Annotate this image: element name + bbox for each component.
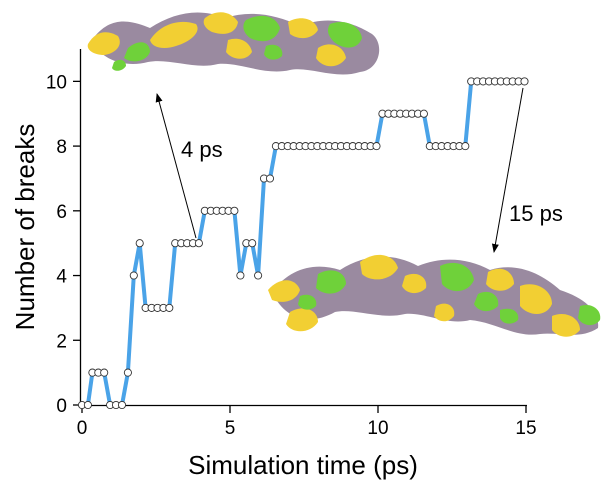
data-point [254, 271, 263, 280]
data-point [461, 142, 470, 151]
y-tick-label: 8 [56, 137, 67, 158]
y-tick-label: 10 [46, 72, 67, 93]
y-tick-label: 6 [56, 202, 67, 223]
data-point [265, 174, 275, 183]
annotation-label-4ps: 4 ps [181, 137, 223, 162]
data-point [419, 109, 428, 118]
data-point [165, 303, 174, 312]
data-point [83, 400, 92, 410]
x-tick-label: 10 [367, 418, 388, 439]
data-point [230, 206, 239, 215]
annotation-15ps: 15 ps [491, 87, 563, 253]
data-point [372, 142, 381, 151]
x-axis-title: Simulation time (ps) [188, 450, 418, 480]
annotation-4ps: 4 ps [155, 93, 223, 239]
data-point [135, 239, 144, 248]
data-point [123, 368, 132, 377]
structure-snapshot-4ps [87, 12, 380, 75]
annotation-arrow-15ps [491, 87, 524, 253]
y-axis-title: Number of breaks [10, 124, 40, 331]
y-tick-label: 2 [56, 331, 67, 352]
y-ticks: 0 2 4 6 8 10 [46, 72, 81, 417]
data-point [117, 400, 127, 410]
structure-snapshot-15ps [268, 254, 601, 337]
series-group [77, 77, 529, 410]
data-point [129, 271, 138, 280]
data-point [194, 239, 203, 248]
data-point [100, 368, 109, 377]
annotation-label-15ps: 15 ps [509, 201, 563, 226]
x-ticks: 0 5 10 15 [77, 405, 537, 439]
data-point [520, 77, 529, 86]
series-line [80, 79, 527, 407]
x-tick-label: 0 [77, 418, 88, 439]
y-tick-label: 4 [56, 267, 67, 288]
x-tick-label: 5 [225, 418, 236, 439]
axes [79, 49, 527, 407]
annotation-arrow-4ps [155, 93, 197, 239]
data-point [236, 271, 245, 280]
data-point [248, 239, 257, 248]
y-tick-label: 0 [56, 396, 67, 417]
x-tick-label: 15 [515, 418, 536, 439]
